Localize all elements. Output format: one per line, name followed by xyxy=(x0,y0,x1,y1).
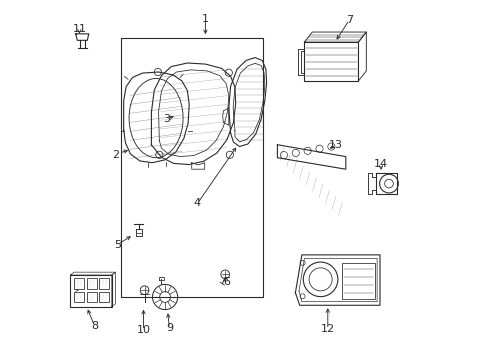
Text: 4: 4 xyxy=(194,198,201,208)
Bar xyxy=(304,42,358,81)
Text: 9: 9 xyxy=(166,323,173,333)
Bar xyxy=(87,278,97,289)
Text: 6: 6 xyxy=(223,276,230,287)
Text: 13: 13 xyxy=(329,140,343,150)
Text: 11: 11 xyxy=(73,24,86,34)
Bar xyxy=(87,292,97,302)
Bar xyxy=(74,278,84,289)
Bar xyxy=(121,38,263,297)
Text: 8: 8 xyxy=(91,321,98,331)
Text: 5: 5 xyxy=(114,240,121,250)
Bar xyxy=(99,292,109,302)
Text: 12: 12 xyxy=(321,324,335,334)
Text: 2: 2 xyxy=(112,150,119,160)
Bar xyxy=(71,275,112,307)
Text: 10: 10 xyxy=(137,325,150,336)
Text: 14: 14 xyxy=(374,159,388,169)
Text: 3: 3 xyxy=(163,114,171,124)
Bar xyxy=(99,278,109,289)
Text: 1: 1 xyxy=(202,14,209,24)
Text: 7: 7 xyxy=(346,15,353,25)
Bar xyxy=(342,263,374,299)
Bar xyxy=(74,292,84,302)
